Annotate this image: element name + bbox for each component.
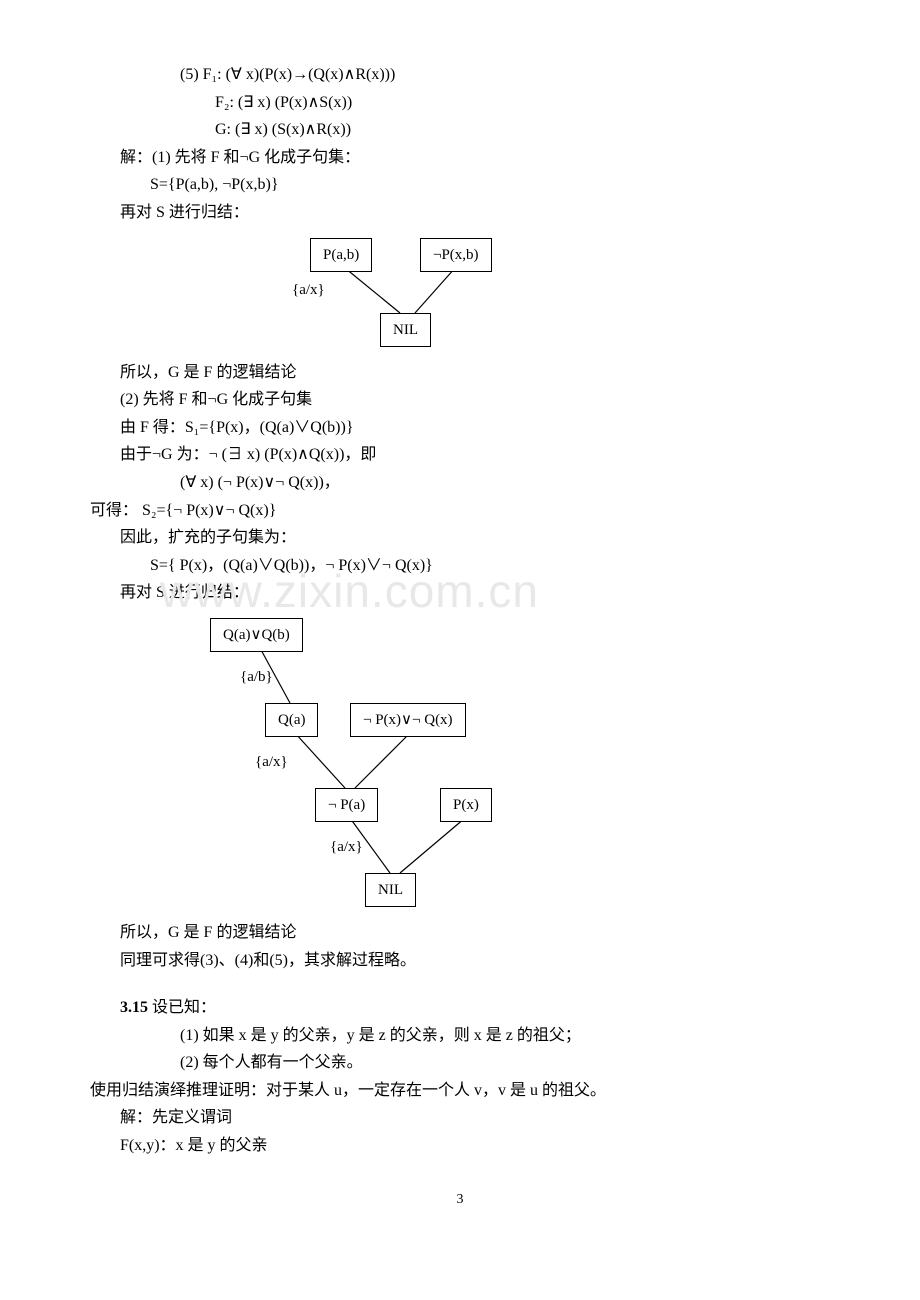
since-not-g: 由于¬G 为：¬ (∃ x) (P(x)∧Q(x))，即 bbox=[120, 442, 830, 468]
define-predicate: 解：先定义谓词 bbox=[120, 1105, 830, 1131]
d1-box-pab: P(a,b) bbox=[310, 238, 372, 272]
line-5-f2: F₂: (∃ x) (P(x)∧S(x)) bbox=[215, 90, 830, 116]
solution-1-header: 解：(1) 先将 F 和¬G 化成子句集： bbox=[120, 145, 830, 171]
prove-statement: 使用归结演绎推理证明：对于某人 u，一定存在一个人 v，v 是 u 的祖父。 bbox=[90, 1078, 830, 1104]
clause-set-1: S={P(a,b), ¬P(x,b)} bbox=[150, 172, 830, 198]
problem-given: 设已知： bbox=[148, 999, 216, 1016]
resolution-diagram-2: Q(a)∨Q(b) Q(a) ¬ P(x)∨¬ Q(x) ¬ P(a) P(x)… bbox=[150, 618, 830, 908]
problem-number: 3.15 bbox=[120, 999, 148, 1016]
fxy-def: F(x,y)：x 是 y 的父亲 bbox=[120, 1133, 830, 1159]
d1-label-ax: {a/x} bbox=[292, 278, 325, 302]
d2-box-qa-or-qb: Q(a)∨Q(b) bbox=[210, 618, 303, 652]
d2-box-nil: NIL bbox=[365, 873, 416, 907]
premise-2: (2) 每个人都有一个父亲。 bbox=[180, 1050, 830, 1076]
forall-expansion: (∀ x) (¬ P(x)∨¬ Q(x))， bbox=[180, 470, 830, 496]
extended-clause-set: 因此，扩充的子句集为： bbox=[120, 525, 830, 551]
s2-result: 可得： S₂={¬ P(x)∨¬ Q(x)} bbox=[90, 498, 830, 524]
similarly-345: 同理可求得(3)、(4)和(5)，其求解过程略。 bbox=[120, 948, 830, 974]
problem-3-15: 3.15 设已知： bbox=[120, 995, 830, 1021]
d2-box-notpx-or-notqx: ¬ P(x)∨¬ Q(x) bbox=[350, 703, 466, 737]
page-number: 3 bbox=[90, 1189, 830, 1211]
diagram-2-lines bbox=[150, 618, 570, 908]
line-5-g: G: (∃ x) (S(x)∧R(x)) bbox=[215, 117, 830, 143]
d2-box-px: P(x) bbox=[440, 788, 492, 822]
premise-1: (1) 如果 x 是 y 的父亲，y 是 z 的父亲，则 x 是 z 的祖父； bbox=[180, 1023, 830, 1049]
d2-label-ab: {a/b} bbox=[240, 665, 273, 689]
conclusion-2: 所以，G 是 F 的逻辑结论 bbox=[120, 920, 830, 946]
from-f-s1: 由 F 得：S₁={P(x)，(Q(a)∨Q(b))} bbox=[120, 415, 830, 441]
d1-box-nil: NIL bbox=[380, 313, 431, 347]
d1-box-notpxb: ¬P(x,b) bbox=[420, 238, 492, 272]
solution-2-header: (2) 先将 F 和¬G 化成子句集 bbox=[120, 387, 830, 413]
resolution-diagram-1: P(a,b) ¬P(x,b) NIL {a/x} bbox=[180, 238, 830, 348]
resolve-s-1: 再对 S 进行归结： bbox=[120, 200, 830, 226]
d2-label-ax-1: {a/x} bbox=[255, 750, 288, 774]
d2-label-ax-2: {a/x} bbox=[330, 835, 363, 859]
line-5-f1: (5) F₁: (∀ x)(P(x)→(Q(x)∧R(x))) bbox=[180, 62, 830, 88]
d2-box-qa: Q(a) bbox=[265, 703, 318, 737]
conclusion-1: 所以，G 是 F 的逻辑结论 bbox=[120, 360, 830, 386]
d2-box-notpa: ¬ P(a) bbox=[315, 788, 378, 822]
